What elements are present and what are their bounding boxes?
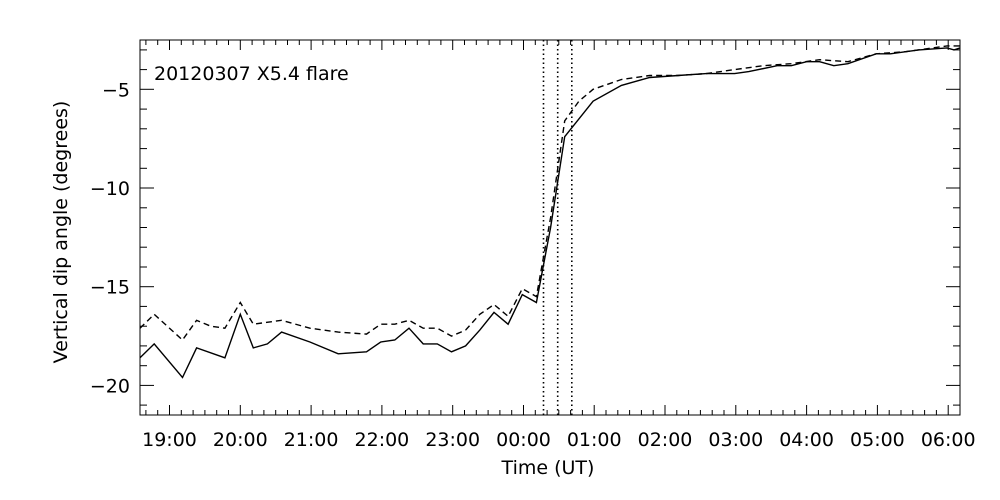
x-tick-label: 23:00 (425, 429, 480, 451)
y-tick-label: −20 (90, 375, 130, 397)
x-tick-label: 21:00 (284, 429, 339, 451)
y-axis-label: Vertical dip angle (degrees) (50, 101, 72, 364)
x-tick-label: 22:00 (355, 429, 410, 451)
flare-annotation: 20120307 X5.4 flare (154, 63, 349, 85)
x-tick-label: 00:00 (496, 429, 551, 451)
x-tick-label: 06:00 (921, 429, 976, 451)
x-tick-label: 03:00 (708, 429, 763, 451)
x-tick-label: 04:00 (779, 429, 834, 451)
series-layer (139, 45, 961, 379)
y-tick-label: −15 (90, 277, 130, 299)
y-axis: −5 −10 −15 −20 (90, 49, 960, 406)
dashed-series-line (139, 45, 960, 342)
flare-time-markers (542, 40, 573, 415)
x-tick-label: 01:00 (567, 429, 622, 451)
x-axis: 19:00 20:00 21:00 22:00 23:00 00:00 01:00 02:00… (142, 40, 976, 451)
x-axis-label: Time (UT) (501, 457, 595, 479)
x-tick-label: 20:00 (213, 429, 268, 451)
solid-series-line (139, 47, 961, 379)
x-tick-label: 19:00 (142, 429, 197, 451)
y-tick-label: −10 (90, 178, 130, 200)
x-tick-label: 02:00 (638, 429, 693, 451)
y-tick-label: −5 (102, 79, 130, 101)
x-tick-label: 05:00 (850, 429, 905, 451)
